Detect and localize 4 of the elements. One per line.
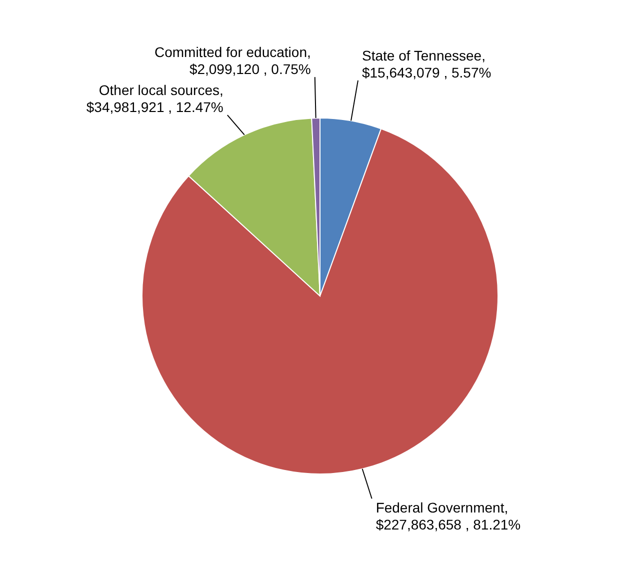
slice-label: Federal Government, $227,863,658 , 81.21% [376, 500, 521, 533]
slice-label: Other local sources, $34,981,921 , 12.47% [86, 82, 224, 116]
slice-label: State of Tennessee, $15,643,079 , 5.57% [362, 47, 492, 80]
slice-label: Committed for education, $2,099,120 , 0.75% [154, 44, 311, 78]
